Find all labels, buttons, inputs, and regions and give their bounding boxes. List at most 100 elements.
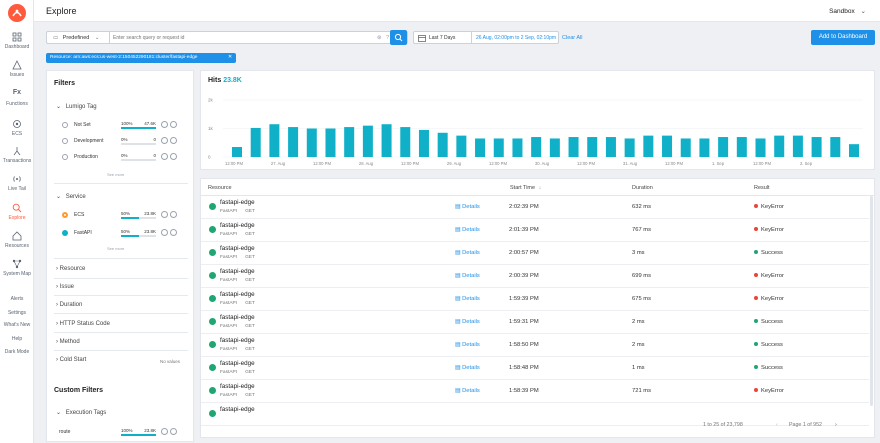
hits-bar[interactable] [288,127,299,157]
details-link[interactable]: ▤ Details [455,296,480,302]
nav-alerts[interactable]: Alerts [10,296,24,302]
clear-icon[interactable]: ⊗ [377,35,382,41]
nav-whats-new[interactable]: What's New [3,322,31,328]
close-icon[interactable]: ✕ [227,55,232,60]
details-link[interactable]: ▤ Details [455,273,480,279]
include-icon[interactable] [161,153,168,160]
details-link[interactable]: ▤ Details [455,342,480,348]
filter-row-not-set[interactable]: Not Set 100% 47.6K [62,121,182,131]
include-icon[interactable] [161,211,168,218]
prev-page-icon[interactable]: ‹ [776,422,778,428]
hits-bar[interactable] [774,135,785,157]
hits-bar[interactable] [269,124,280,157]
hits-bar[interactable] [718,137,729,157]
resource-section[interactable]: › Resource [56,266,85,272]
hits-bar[interactable] [250,127,261,157]
method-section[interactable]: › Method [56,339,80,345]
table-row[interactable]: fastapi-edge FastAPI GET ▤ Details 1:58:48 P… [201,357,869,380]
hits-bar[interactable] [755,138,766,157]
lumigo-logo[interactable] [8,4,26,22]
table-row[interactable]: fastapi-edge FastAPI GET ▤ Details 2:02:39 P… [201,196,869,219]
exclude-icon[interactable] [170,121,177,128]
hits-bar[interactable] [624,138,635,157]
details-link[interactable]: ▤ Details [455,227,480,233]
see-more-link[interactable]: See more [107,246,125,251]
see-more-link[interactable]: See more [107,172,125,177]
lumigo-tag-section[interactable]: ⌄ Lumigo Tag [56,103,97,110]
hits-bar[interactable] [849,144,859,157]
filter-row-fastapi[interactable]: FastAPI 50% 23.8K [62,229,182,239]
predefined-dropdown[interactable]: ▭ Predefined ⌄ [53,35,99,41]
issue-section[interactable]: › Issue [56,284,74,290]
table-row[interactable]: fastapi-edge FastAPI GET ▤ Details 1:58:39 P… [201,380,869,403]
column-header-duration[interactable]: Duration [632,185,653,191]
environment-selector[interactable]: Sandbox ⌄ [829,7,866,15]
search-button[interactable] [390,30,407,45]
function-name[interactable]: fastapi-edge [220,314,255,321]
function-name[interactable]: fastapi-edge [220,406,255,413]
hits-bar[interactable] [830,137,841,157]
resource-filter-chip[interactable]: Resource: arn:aws:ecs:us-west-2:15045229… [46,53,236,63]
function-name[interactable]: fastapi-edge [220,222,255,229]
filter-row-ecs[interactable]: ECS 50% 23.8K [62,211,182,221]
filter-row-route[interactable]: route 100% 23.8K [59,428,179,438]
hits-bar[interactable] [811,137,822,157]
hits-bar[interactable] [456,135,467,157]
hits-bar[interactable] [568,137,579,157]
hits-bar[interactable] [325,128,336,158]
help-icon[interactable]: ? [386,35,390,41]
function-name[interactable]: fastapi-edge [220,268,255,275]
hits-bar[interactable] [531,137,542,157]
nav-explore[interactable]: Explore [0,203,34,221]
function-name[interactable]: fastapi-edge [220,383,255,390]
nav-issues[interactable]: Issues [0,60,34,78]
function-name[interactable]: fastapi-edge [220,337,255,344]
filter-row-development[interactable]: Development 0% 0 [62,137,182,147]
hits-bar[interactable] [699,138,710,157]
hits-bar[interactable] [418,129,429,157]
hits-bar[interactable] [549,138,560,157]
exclude-icon[interactable] [170,137,177,144]
search-input[interactable] [113,33,363,42]
table-row[interactable]: fastapi-edge FastAPI GET ▤ Details 1:59:31 P… [201,311,869,334]
table-row[interactable]: fastapi-edge FastAPI GET ▤ Details 1:59:39 P… [201,288,869,311]
table-row[interactable]: fastapi-edge FastAPI GET ▤ Details 2:00:39 P… [201,265,869,288]
include-icon[interactable] [161,229,168,236]
hits-bar[interactable] [792,135,803,157]
hits-bar[interactable] [400,127,411,157]
hits-bar[interactable] [306,128,317,158]
include-icon[interactable] [161,428,168,435]
column-header-start-time[interactable]: Start Time ↓ [510,185,541,191]
hits-bar[interactable] [381,124,392,157]
function-name[interactable]: fastapi-edge [220,245,255,252]
nav-dark-mode[interactable]: Dark Mode [4,349,30,355]
duration-section[interactable]: › Duration [56,302,82,308]
hits-bar[interactable] [232,147,242,157]
hits-bar[interactable] [662,135,673,157]
hits-bar[interactable] [680,138,691,157]
clear-all-link[interactable]: Clear All [562,35,583,41]
hits-bar[interactable] [493,138,504,157]
cold-start-section[interactable]: › Cold Start [56,357,86,363]
table-row[interactable]: fastapi-edge FastAPI GET ▤ Details 2:00:57 P… [201,242,869,265]
add-to-dashboard-button[interactable]: Add to Dashboard [811,30,875,45]
http-status-section[interactable]: › HTTP Status Code [56,321,110,327]
next-page-icon[interactable]: › [835,422,837,428]
table-row[interactable]: fastapi-edge FastAPI GET ▤ Details 1:58:50 P… [201,334,869,357]
details-link[interactable]: ▤ Details [455,250,480,256]
nav-functions[interactable]: Fx Functions [0,89,34,107]
details-link[interactable]: ▤ Details [455,319,480,325]
nav-resources[interactable]: Resources [0,231,34,249]
function-name[interactable]: fastapi-edge [220,199,255,206]
details-link[interactable]: ▤ Details [455,388,480,394]
service-section[interactable]: ⌄ Service [56,193,86,200]
filter-row-production[interactable]: Production 0% 0 [62,153,182,163]
scrollbar[interactable] [870,196,873,406]
nav-ecs[interactable]: ECS [0,119,34,137]
table-row[interactable]: fastapi-edge [201,403,869,426]
hits-bar[interactable] [736,137,747,157]
column-header-resource[interactable]: Resource [208,185,232,191]
function-name[interactable]: fastapi-edge [220,360,255,367]
hits-bar[interactable] [512,138,523,157]
table-row[interactable]: fastapi-edge FastAPI GET ▤ Details 2:01:39 P… [201,219,869,242]
